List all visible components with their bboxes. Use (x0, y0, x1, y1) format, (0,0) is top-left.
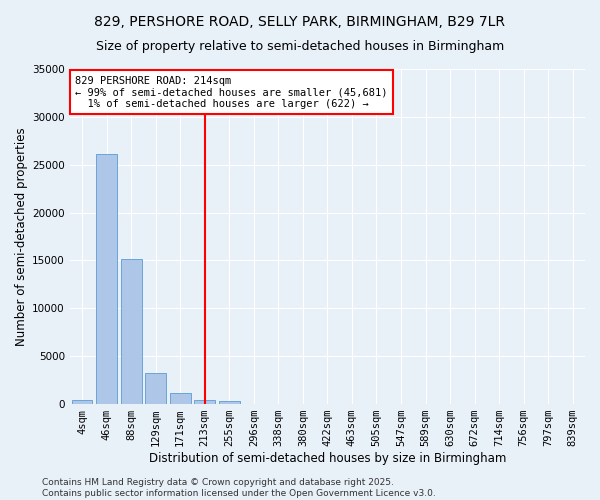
Text: 829, PERSHORE ROAD, SELLY PARK, BIRMINGHAM, B29 7LR: 829, PERSHORE ROAD, SELLY PARK, BIRMINGH… (95, 15, 505, 29)
Text: Size of property relative to semi-detached houses in Birmingham: Size of property relative to semi-detach… (96, 40, 504, 53)
Bar (121, 258, 142, 404)
Y-axis label: Number of semi-detached properties: Number of semi-detached properties (15, 127, 28, 346)
Bar (96, 154, 117, 404)
Text: Contains HM Land Registry data © Crown copyright and database right 2025.
Contai: Contains HM Land Registry data © Crown c… (42, 478, 436, 498)
Bar (145, 374, 166, 404)
Bar (219, 401, 239, 404)
X-axis label: Distribution of semi-detached houses by size in Birmingham: Distribution of semi-detached houses by … (149, 452, 506, 465)
Bar (170, 392, 191, 404)
Text: 829 PERSHORE ROAD: 214sqm
← 99% of semi-detached houses are smaller (45,681)
  1: 829 PERSHORE ROAD: 214sqm ← 99% of semi-… (75, 76, 388, 109)
Bar (71, 400, 92, 404)
Bar (194, 400, 215, 404)
